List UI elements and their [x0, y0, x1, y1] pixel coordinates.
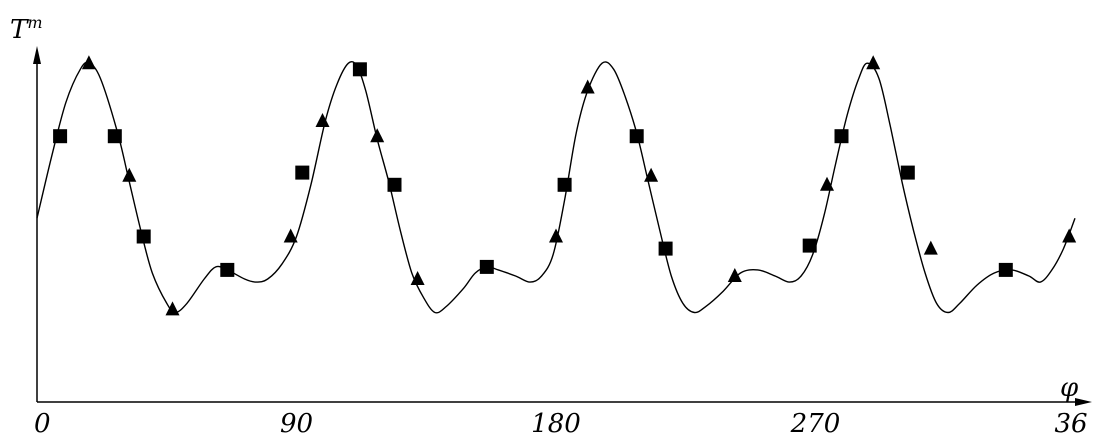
x-tick-label: 270 [790, 409, 841, 438]
triangle-marker [866, 55, 881, 70]
triangle-marker [410, 271, 425, 285]
x-tick-label: 90 [280, 409, 313, 438]
y-axis-label: Tm [10, 13, 43, 45]
x-tick-labels: 0 90 180 270 36 [34, 409, 1088, 438]
square-marker [802, 238, 817, 253]
triangle-marker [81, 55, 96, 70]
x-tick-label: 180 [531, 409, 581, 438]
triangle-marker [923, 240, 938, 255]
triangle-marker [165, 301, 180, 316]
x-tick-label: 0 [34, 409, 51, 438]
triangle-marker [122, 167, 137, 182]
triangle-marker [315, 113, 330, 127]
square-marker [220, 262, 235, 277]
triangle-marker [580, 79, 595, 94]
y-axis-arrow [33, 46, 41, 64]
square-marker [479, 259, 494, 274]
square-marker [834, 129, 849, 144]
x-tick-label: 36 [1054, 409, 1087, 438]
triangle-marker [370, 128, 385, 143]
square-marker [107, 129, 122, 144]
triangle-marker [644, 167, 659, 182]
triangle-marker [283, 228, 298, 243]
square-marker [998, 262, 1013, 277]
square-marker [295, 165, 310, 180]
square-marker [387, 177, 402, 192]
y-axis-label-base: T [10, 15, 29, 45]
triangle-marker [727, 268, 742, 282]
axes [33, 46, 1092, 406]
x-axis-arrow [1075, 398, 1092, 406]
triangle-marker [1062, 228, 1077, 243]
square-marker [53, 129, 68, 144]
square-marker [900, 165, 915, 180]
square-marker [557, 177, 572, 192]
square-marker [629, 129, 644, 144]
square-marker [352, 62, 367, 77]
square-marker [658, 241, 673, 256]
triangle-marker [549, 228, 563, 243]
x-axis-label: φ [1060, 373, 1079, 403]
markers [53, 55, 1077, 316]
series-line [36, 60, 1076, 314]
triangle-marker [820, 176, 834, 191]
square-marker [136, 229, 151, 244]
y-axis-label-sup: m [27, 13, 42, 32]
